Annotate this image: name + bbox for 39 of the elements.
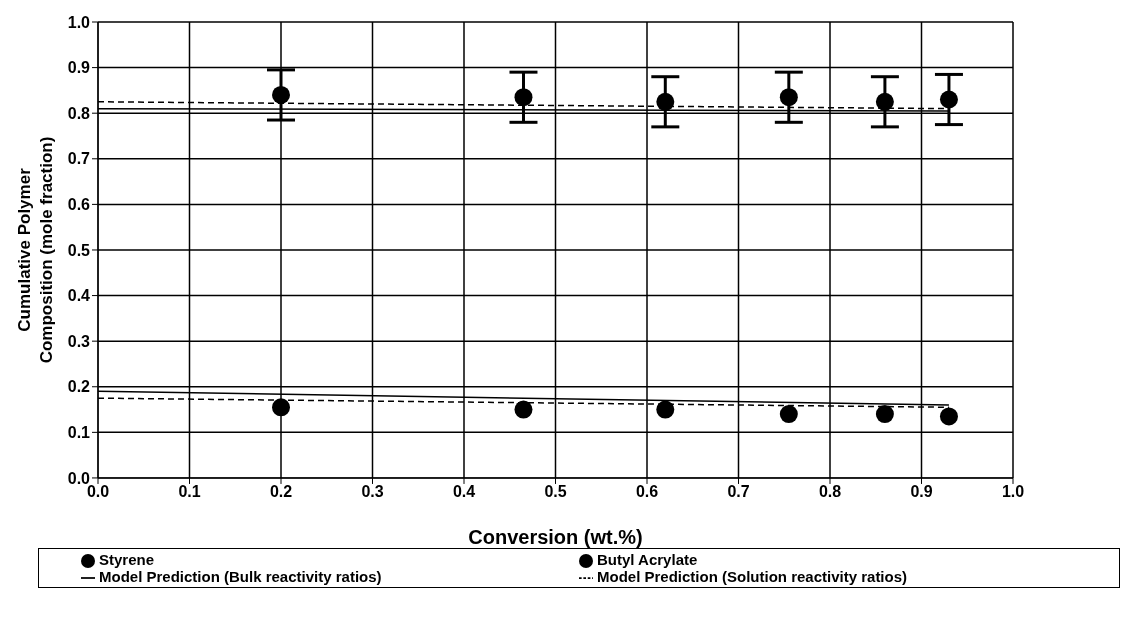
point: [656, 92, 675, 111]
x-tick-label: 0.3: [361, 483, 384, 501]
y-tick-label: 0.8: [67, 104, 91, 122]
point: [779, 88, 798, 107]
y-tick-label: 0.5: [67, 241, 91, 259]
y-tick-label: 0.6: [67, 196, 91, 214]
point: [875, 405, 894, 424]
legend-label: Butyl Acrylate: [597, 550, 699, 568]
point: [514, 400, 533, 419]
point: [939, 90, 958, 109]
x-tick-label: 0.1: [178, 483, 201, 501]
y-tick-label: 0.3: [67, 332, 91, 350]
x-tick-label: 0.5: [544, 483, 567, 501]
point: [272, 85, 290, 104]
y-tick-label: 0.4: [67, 287, 91, 305]
y-axis-title: Cumulative Polymer Composition (mole fraction): [15, 136, 56, 364]
legend-label: Styrene: [99, 550, 156, 568]
point: [656, 400, 675, 419]
point: [875, 92, 894, 111]
y-tick-label: 0.1: [67, 424, 91, 442]
point: [779, 405, 798, 424]
y-tick-label: 0.7: [67, 150, 91, 168]
legend-label: Model Prediction (Solution reactivity ratios): [597, 567, 909, 585]
x-tick-label: 0.9: [910, 483, 933, 501]
point: [939, 407, 958, 426]
x-tick-label: 0.8: [818, 483, 842, 501]
x-tick-label: 0.0: [86, 483, 110, 501]
y-tick-label: 0.9: [67, 59, 91, 77]
x-tick-label: 0.2: [269, 483, 293, 501]
point: [272, 398, 290, 417]
x-tick-label: 0.7: [727, 483, 750, 501]
point: [514, 88, 533, 107]
x-tick-label: 1.0: [1001, 483, 1025, 501]
x-tick-label: 0.4: [452, 483, 476, 501]
legend-label: Model Prediction (Bulk reactivity ratios): [99, 567, 383, 585]
x-tick-label: 0.6: [635, 483, 659, 501]
x-axis-title: Conversion (wt.%): [468, 525, 643, 548]
y-tick-label: 1.0: [67, 13, 91, 31]
y-tick-label: 0.2: [67, 378, 91, 396]
